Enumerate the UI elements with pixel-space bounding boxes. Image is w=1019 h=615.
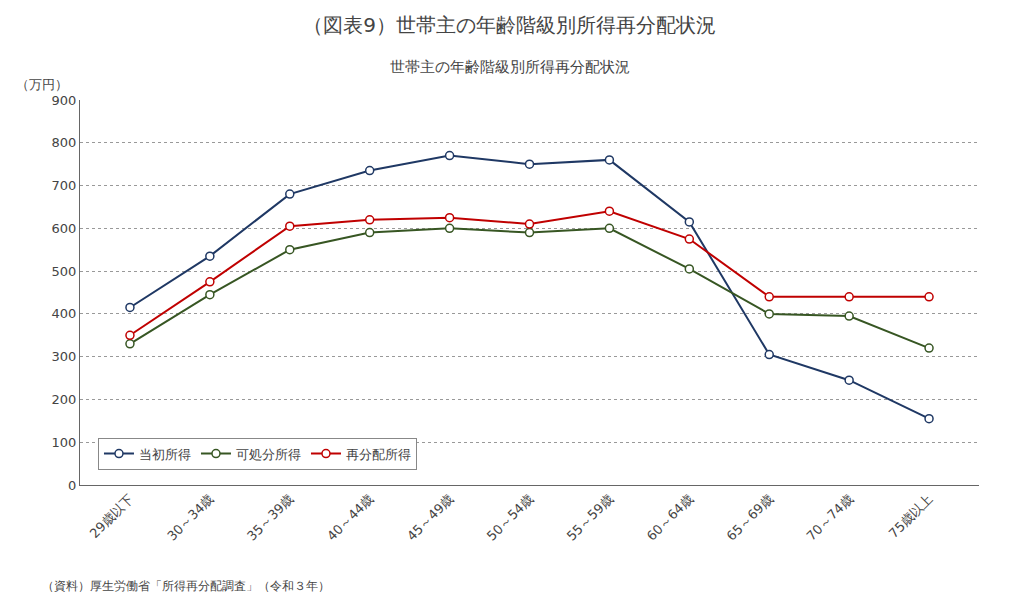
svg-text:30～34歳: 30～34歳 bbox=[164, 491, 216, 543]
svg-text:75歳以上: 75歳以上 bbox=[886, 491, 936, 541]
svg-text:（図表9）世帯主の年齢階級別所得再分配状況: （図表9）世帯主の年齢階級別所得再分配状況 bbox=[303, 13, 716, 37]
svg-text:29歳以下: 29歳以下 bbox=[87, 491, 137, 541]
svg-text:45～49歳: 45～49歳 bbox=[404, 491, 456, 543]
svg-text:65～69歳: 65～69歳 bbox=[724, 491, 776, 543]
svg-text:可処分所得: 可処分所得 bbox=[236, 447, 301, 462]
svg-text:200: 200 bbox=[52, 392, 77, 407]
svg-text:70～74歳: 70～74歳 bbox=[803, 491, 855, 543]
svg-text:600: 600 bbox=[52, 221, 77, 236]
svg-text:40～44歳: 40～44歳 bbox=[324, 491, 376, 543]
svg-text:35～39歳: 35～39歳 bbox=[244, 491, 296, 543]
svg-text:60～64歳: 60～64歳 bbox=[644, 491, 696, 543]
svg-text:400: 400 bbox=[52, 306, 77, 321]
svg-text:800: 800 bbox=[52, 135, 77, 150]
svg-text:50～54歳: 50～54歳 bbox=[484, 491, 536, 543]
svg-text:900: 900 bbox=[52, 93, 77, 108]
svg-text:500: 500 bbox=[52, 264, 77, 279]
svg-text:100: 100 bbox=[52, 435, 77, 450]
svg-text:700: 700 bbox=[52, 178, 77, 193]
svg-text:（資料）厚生労働省「所得再分配調査」（令和３年）: （資料）厚生労働省「所得再分配調査」（令和３年） bbox=[42, 579, 330, 593]
svg-text:再分配所得: 再分配所得 bbox=[346, 447, 411, 462]
svg-text:世帯主の年齢階級別所得再分配状況: 世帯主の年齢階級別所得再分配状況 bbox=[390, 58, 630, 76]
svg-text:当初所得: 当初所得 bbox=[139, 447, 191, 462]
svg-text:300: 300 bbox=[52, 349, 77, 364]
svg-text:0: 0 bbox=[68, 478, 76, 493]
svg-text:55～59歳: 55～59歳 bbox=[564, 491, 616, 543]
svg-text:（万円）: （万円） bbox=[16, 77, 68, 92]
